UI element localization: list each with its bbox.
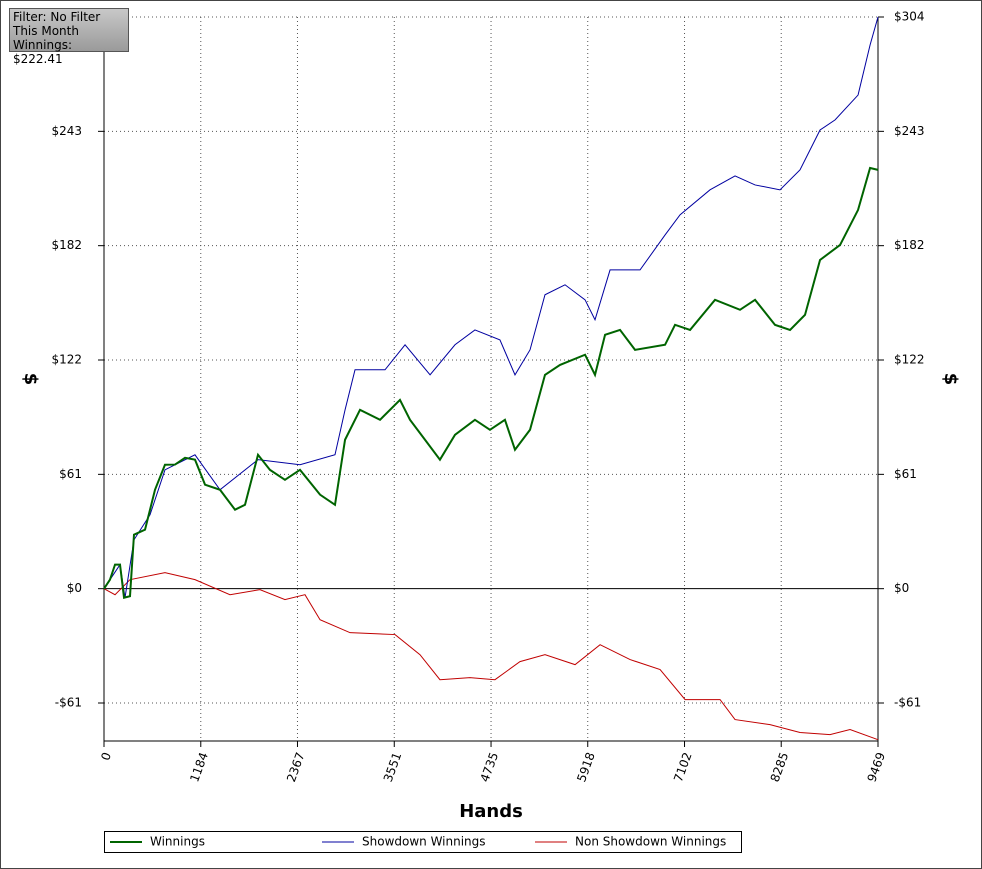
y2-tick-label: $243 — [894, 124, 925, 138]
y-tick-label: $182 — [51, 238, 82, 252]
x-axis-title: Hands — [459, 801, 523, 822]
x-tick-label: 4735 — [478, 750, 502, 783]
winnings-text: Winnings: $222.41 — [13, 38, 72, 66]
x-tick-label: 0 — [98, 750, 114, 762]
legend — [104, 831, 742, 853]
y2-tick-label: $122 — [894, 353, 925, 367]
y2-tick-label: $0 — [894, 581, 909, 595]
y2-tick-label: -$61 — [894, 696, 921, 710]
filter-box: Filter: No Filter This Month Winnings: $… — [9, 8, 129, 66]
y-axis-title: $ — [20, 373, 41, 386]
x-tick-label: 3551 — [381, 750, 405, 783]
y-tick-label: $61 — [59, 467, 82, 481]
y-tick-label: $0 — [67, 581, 82, 595]
y2-tick-label: $61 — [894, 467, 917, 481]
x-tick-label: 2367 — [284, 750, 308, 783]
x-tick-label: 8285 — [768, 750, 792, 783]
legend-label: Non Showdown Winnings — [575, 835, 726, 849]
x-tick-label: 7102 — [671, 750, 695, 783]
y-tick-label: -$61 — [55, 696, 82, 710]
x-tick-label: 9469 — [865, 750, 889, 783]
legend-label: Winnings — [150, 835, 205, 849]
y2-tick-label: $304 — [894, 10, 925, 24]
series-line — [103, 572, 879, 741]
filter-text: Filter: No Filter — [13, 10, 101, 24]
series-line — [103, 16, 879, 598]
series-line — [103, 166, 879, 599]
x-tick-label: 5918 — [574, 750, 598, 783]
y2-tick-label: $182 — [894, 238, 925, 252]
y2-axis-title: $ — [940, 373, 961, 386]
legend-label: Showdown Winnings — [362, 835, 486, 849]
y-tick-label: $243 — [51, 124, 82, 138]
x-tick-label: 1184 — [187, 750, 211, 783]
y-tick-label: $122 — [51, 353, 82, 367]
period-text: This Month — [13, 24, 79, 38]
